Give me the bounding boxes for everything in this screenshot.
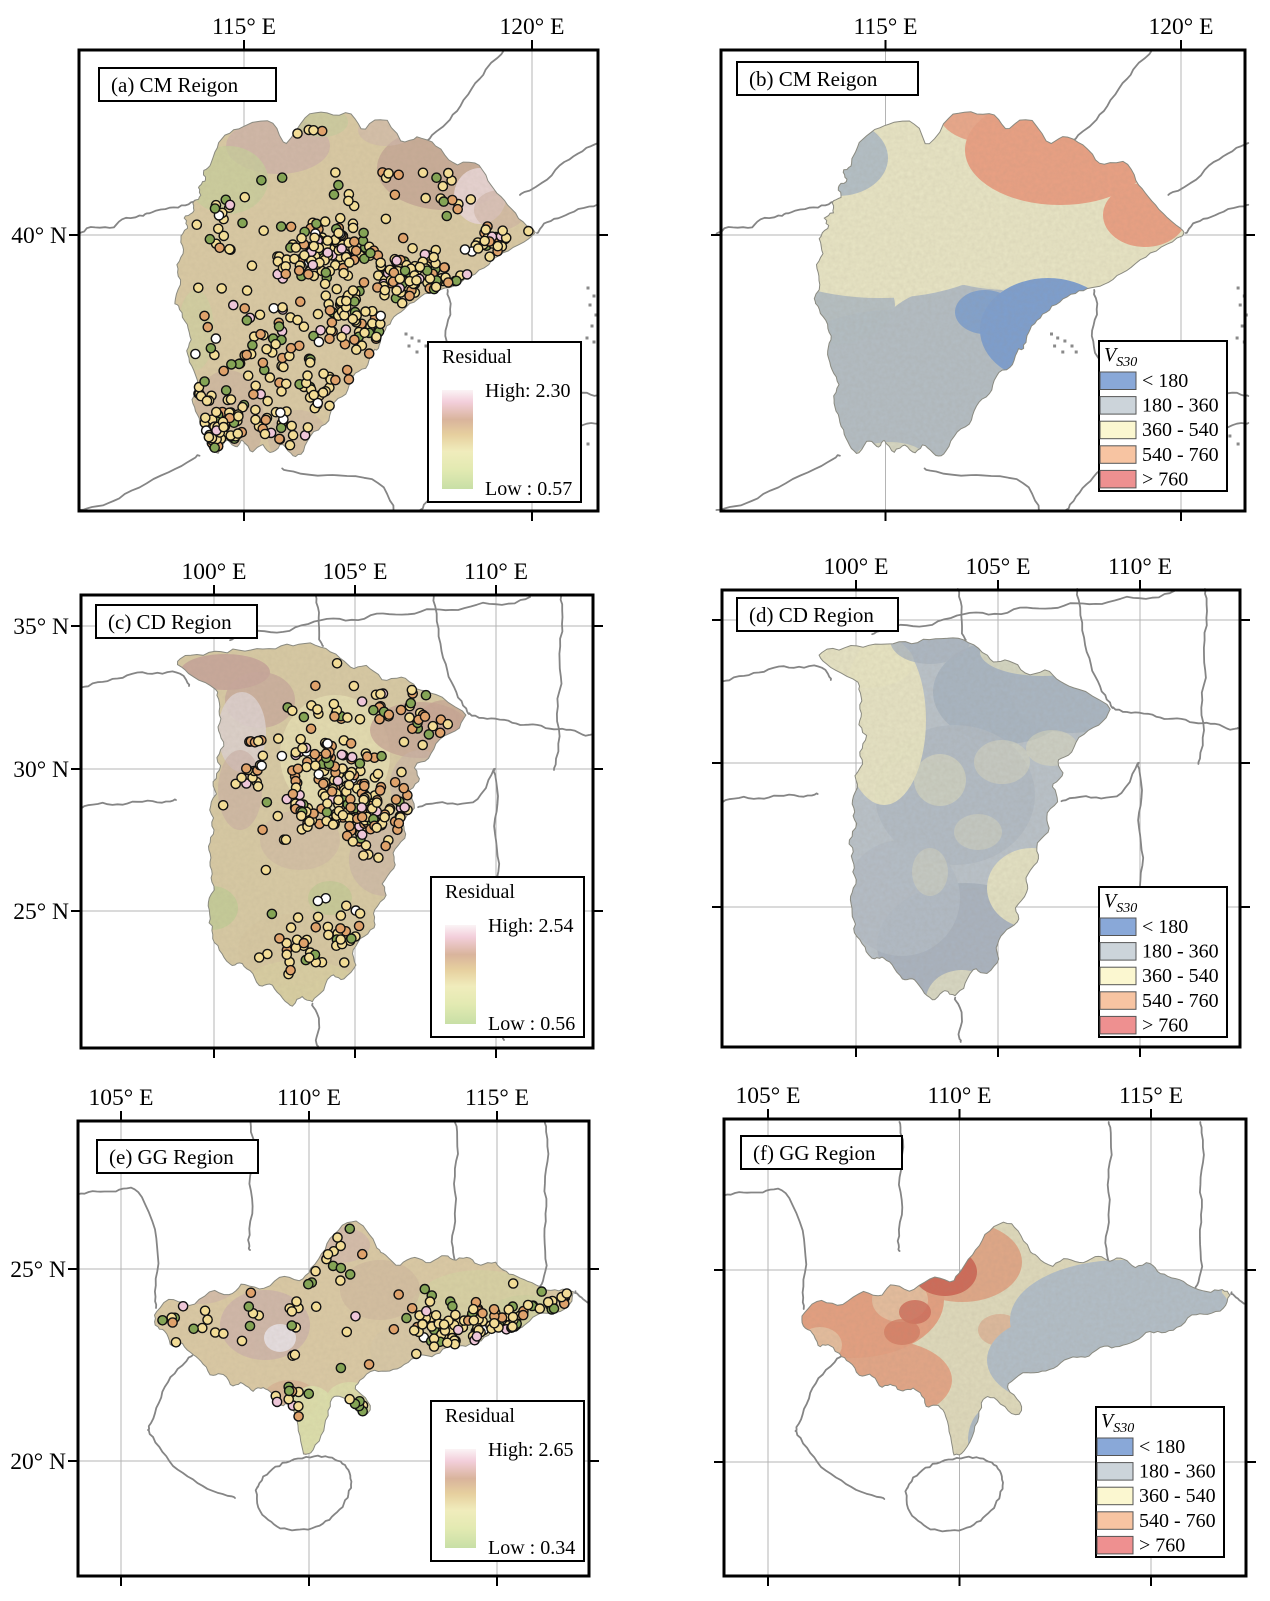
svg-text:540 - 760: 540 - 760 [1142, 990, 1219, 1012]
svg-text:35° N: 35° N [13, 614, 69, 640]
svg-text:High: 2.30: High: 2.30 [485, 380, 571, 402]
svg-text:Low : 0.57: Low : 0.57 [485, 478, 572, 500]
svg-text:25° N: 25° N [10, 1257, 66, 1283]
svg-text:(d) CD Region: (d) CD Region [749, 603, 874, 627]
svg-text:120° E: 120° E [500, 14, 565, 40]
svg-text:> 760: > 760 [1139, 1534, 1185, 1556]
svg-text:Residual: Residual [442, 346, 512, 368]
svg-text:< 180: < 180 [1139, 1436, 1185, 1458]
svg-text:110° E: 110° E [277, 1085, 341, 1111]
svg-text:< 180: < 180 [1142, 370, 1188, 392]
svg-text:120° E: 120° E [1149, 14, 1214, 40]
svg-text:(b) CM Reigon: (b) CM Reigon [749, 67, 878, 91]
svg-text:180 - 360: 180 - 360 [1139, 1461, 1216, 1483]
svg-text:105° E: 105° E [966, 554, 1031, 580]
svg-text:115° E: 115° E [1119, 1083, 1183, 1109]
svg-text:110° E: 110° E [927, 1083, 991, 1109]
svg-text:100° E: 100° E [824, 554, 889, 580]
svg-text:110° E: 110° E [1108, 554, 1172, 580]
svg-text:180 - 360: 180 - 360 [1142, 395, 1219, 417]
svg-text:> 760: > 760 [1142, 468, 1188, 490]
svg-text:105° E: 105° E [89, 1085, 154, 1111]
svg-text:Residual: Residual [445, 1405, 515, 1427]
svg-text:Residual: Residual [445, 881, 515, 903]
svg-text:(c) CD Region: (c) CD Region [108, 610, 232, 634]
svg-text:115° E: 115° E [465, 1085, 529, 1111]
svg-text:360 - 540: 360 - 540 [1139, 1485, 1216, 1507]
svg-text:> 760: > 760 [1142, 1014, 1188, 1036]
svg-text:(e) GG Region: (e) GG Region [109, 1145, 234, 1169]
svg-text:(a) CM Reigon: (a) CM Reigon [111, 73, 239, 97]
svg-text:540 - 760: 540 - 760 [1142, 444, 1219, 466]
svg-text:Low : 0.56: Low : 0.56 [488, 1013, 575, 1035]
svg-text:40° N: 40° N [11, 223, 67, 249]
svg-text:(f) GG Region: (f) GG Region [753, 1141, 876, 1165]
svg-text:20° N: 20° N [10, 1449, 66, 1475]
svg-text:30° N: 30° N [13, 757, 69, 783]
svg-text:360 - 540: 360 - 540 [1142, 965, 1219, 987]
svg-text:180 - 360: 180 - 360 [1142, 941, 1219, 963]
svg-text:< 180: < 180 [1142, 916, 1188, 938]
svg-text:105° E: 105° E [736, 1083, 801, 1109]
svg-text:100° E: 100° E [182, 559, 247, 585]
svg-text:105° E: 105° E [323, 559, 388, 585]
svg-text:110° E: 110° E [464, 559, 528, 585]
svg-text:540 - 760: 540 - 760 [1139, 1510, 1216, 1532]
svg-text:Low : 0.34: Low : 0.34 [488, 1537, 575, 1559]
svg-text:High: 2.54: High: 2.54 [488, 915, 574, 937]
svg-text:High: 2.65: High: 2.65 [488, 1439, 574, 1461]
svg-text:115° E: 115° E [853, 14, 917, 40]
svg-text:25° N: 25° N [13, 899, 69, 925]
svg-text:115° E: 115° E [212, 14, 276, 40]
svg-text:360 - 540: 360 - 540 [1142, 419, 1219, 441]
